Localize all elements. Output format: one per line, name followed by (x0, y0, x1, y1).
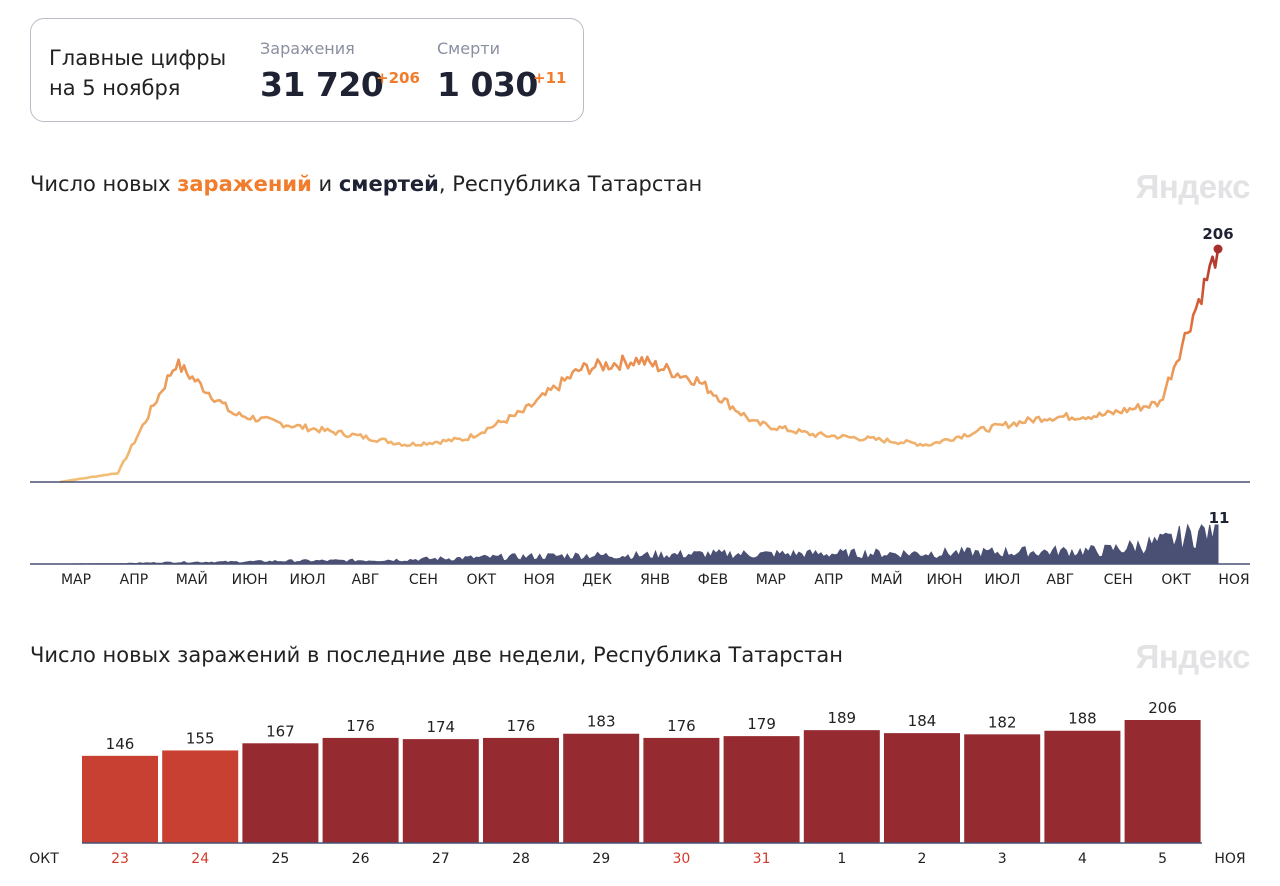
day-tick-label: 29 (592, 851, 610, 867)
month-tick-label: ИЮН (232, 572, 268, 588)
bar-value-label: 146 (106, 735, 135, 753)
month-tick-label: МАЙ (176, 570, 208, 588)
summary-title-line2: на 5 ноября (49, 76, 181, 100)
day-tick-label: 1 (837, 851, 846, 867)
bar (402, 739, 479, 843)
deaths-last-label: 11 (1209, 509, 1230, 527)
bar (322, 737, 399, 843)
day-tick-label: 25 (271, 851, 289, 867)
infections-stat: Заражения 31 720 +206 (260, 39, 420, 104)
month-tick-label: ИЮЛ (290, 572, 326, 588)
month-start-label: ОКТ (29, 851, 59, 867)
bar (723, 736, 800, 843)
month-tick-label: МАР (61, 572, 91, 588)
month-tick-label: МАР (756, 572, 786, 588)
bar (563, 733, 640, 843)
month-tick-label: ОКТ (1161, 572, 1191, 588)
deaths-delta: +11 (533, 69, 567, 87)
bar (82, 755, 158, 843)
month-tick-label: АПР (120, 572, 149, 588)
month-tick-label: ИЮН (926, 572, 962, 588)
bar-value-label: 206 (1148, 699, 1177, 717)
day-tick-label: 27 (432, 851, 450, 867)
month-tick-label: ОКТ (467, 572, 497, 588)
month-end-label: НОЯ (1214, 851, 1245, 867)
day-tick-label: 26 (352, 851, 370, 867)
deaths-label: Смерти (437, 39, 500, 58)
day-tick-label: 28 (512, 851, 530, 867)
chart1-title: Число новых заражений и смертей, Республ… (30, 172, 702, 196)
bar-value-label: 176 (507, 717, 536, 735)
deaths-area (60, 523, 1219, 565)
month-tick-label: ИЮЛ (984, 572, 1020, 588)
bar-value-label: 174 (426, 718, 455, 736)
summary-title: Главные цифры на 5 ноября (49, 43, 226, 103)
month-tick-label: МАЙ (871, 570, 903, 588)
chart1-title-deaths: смертей (338, 172, 439, 196)
deaths-stat: Смерти 1 030 +11 (437, 39, 566, 104)
bar (884, 733, 960, 843)
day-tick-label: 23 (111, 851, 129, 867)
bar (483, 737, 559, 843)
bar-value-label: 176 (346, 717, 375, 735)
bar-value-label: 176 (667, 717, 696, 735)
infections-line (59, 248, 1220, 484)
day-tick-label: 2 (918, 851, 927, 867)
infections-value: 31 720 (260, 65, 384, 104)
chart2-title: Число новых заражений в последние две не… (30, 643, 844, 667)
infections-label: Заражения (260, 39, 355, 58)
timeline-chart: 206 11 МАР АПР МАЙ ИЮН ИЮЛ АВГ СЕН ОКТ НОЯ ДЕК ЯНВ… (30, 225, 1250, 588)
month-tick-label: СЕН (409, 572, 438, 588)
bar-value-label: 189 (827, 709, 856, 727)
deaths-value: 1 030 (437, 65, 538, 104)
infections-delta: +206 (376, 69, 420, 87)
month-tick-label: ЯНВ (640, 572, 670, 588)
day-tick-label: 4 (1078, 851, 1087, 867)
bar (803, 730, 880, 843)
chart1-title-suffix: , Республика Татарстан (438, 172, 703, 196)
bar-value-label: 155 (186, 729, 215, 747)
bar-value-label: 179 (747, 715, 776, 733)
month-tick-label: НОЯ (524, 572, 555, 588)
month-tick-label: ФЕВ (698, 572, 729, 588)
bar (964, 734, 1041, 843)
chart1-title-and: и (311, 172, 339, 196)
day-tick-label: 31 (753, 851, 771, 867)
month-tick-label: ДЕК (582, 572, 612, 588)
bar-chart: 146 155 167 176 174 176 183 176 179 189 184 182 188 2… (29, 699, 1245, 867)
bar-value-label: 188 (1068, 710, 1097, 728)
chart1-title-prefix: Число новых (30, 172, 178, 196)
infections-last-label: 206 (1202, 225, 1233, 243)
infections-last-point (1213, 244, 1223, 254)
day-tick-label: 5 (1158, 851, 1167, 867)
day-tick-label: 3 (998, 851, 1007, 867)
month-tick-label: НОЯ (1218, 572, 1249, 588)
day-tick-label: 30 (672, 851, 690, 867)
summary-card: Главные цифры на 5 ноября Заражения 31 7… (30, 18, 584, 122)
yandex-logo: Яндекс (1135, 168, 1251, 205)
bar-value-label: 183 (587, 713, 616, 731)
month-tick-label: СЕН (1104, 572, 1133, 588)
bar-value-label: 167 (266, 722, 295, 740)
month-tick-label: АВГ (352, 572, 380, 588)
bar-value-label: 184 (908, 712, 937, 730)
bar (1044, 730, 1121, 843)
bar-value-label: 182 (988, 713, 1017, 731)
chart1-title-infections: заражений (177, 172, 312, 196)
bar (162, 750, 239, 843)
bar (643, 737, 720, 843)
bar (242, 743, 319, 843)
month-tick-label: АПР (814, 572, 843, 588)
summary-title-line1: Главные цифры (49, 46, 227, 70)
bar (1124, 720, 1201, 843)
day-tick-label: 24 (191, 851, 209, 867)
month-tick-label: АВГ (1046, 572, 1074, 588)
yandex-logo-2: Яндекс (1135, 638, 1251, 675)
